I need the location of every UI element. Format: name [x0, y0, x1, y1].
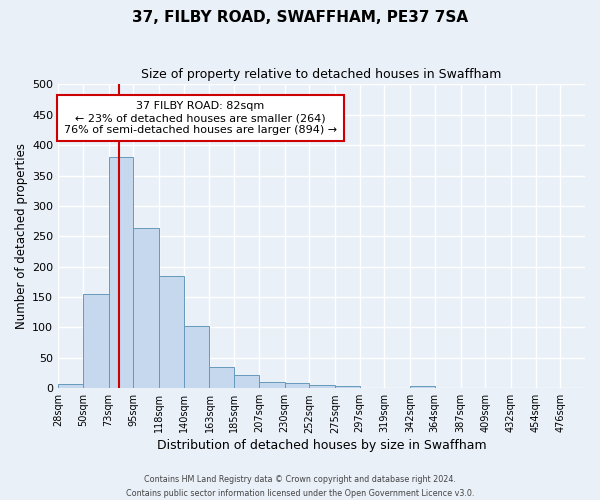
Bar — [83, 294, 109, 388]
Bar — [309, 385, 335, 388]
Text: Contains HM Land Registry data © Crown copyright and database right 2024.
Contai: Contains HM Land Registry data © Crown c… — [126, 476, 474, 498]
Bar — [133, 228, 159, 388]
Bar — [159, 276, 184, 388]
Bar — [58, 384, 83, 388]
Bar — [259, 382, 284, 388]
Text: 37 FILBY ROAD: 82sqm
← 23% of detached houses are smaller (264)
76% of semi-deta: 37 FILBY ROAD: 82sqm ← 23% of detached h… — [64, 102, 337, 134]
Bar — [410, 386, 435, 388]
X-axis label: Distribution of detached houses by size in Swaffham: Distribution of detached houses by size … — [157, 440, 487, 452]
Y-axis label: Number of detached properties: Number of detached properties — [15, 144, 28, 330]
Bar — [109, 158, 133, 388]
Text: 37, FILBY ROAD, SWAFFHAM, PE37 7SA: 37, FILBY ROAD, SWAFFHAM, PE37 7SA — [132, 10, 468, 25]
Bar — [335, 386, 359, 388]
Title: Size of property relative to detached houses in Swaffham: Size of property relative to detached ho… — [142, 68, 502, 80]
Bar — [284, 384, 309, 388]
Bar — [209, 367, 234, 388]
Bar — [184, 326, 209, 388]
Bar — [234, 376, 259, 388]
